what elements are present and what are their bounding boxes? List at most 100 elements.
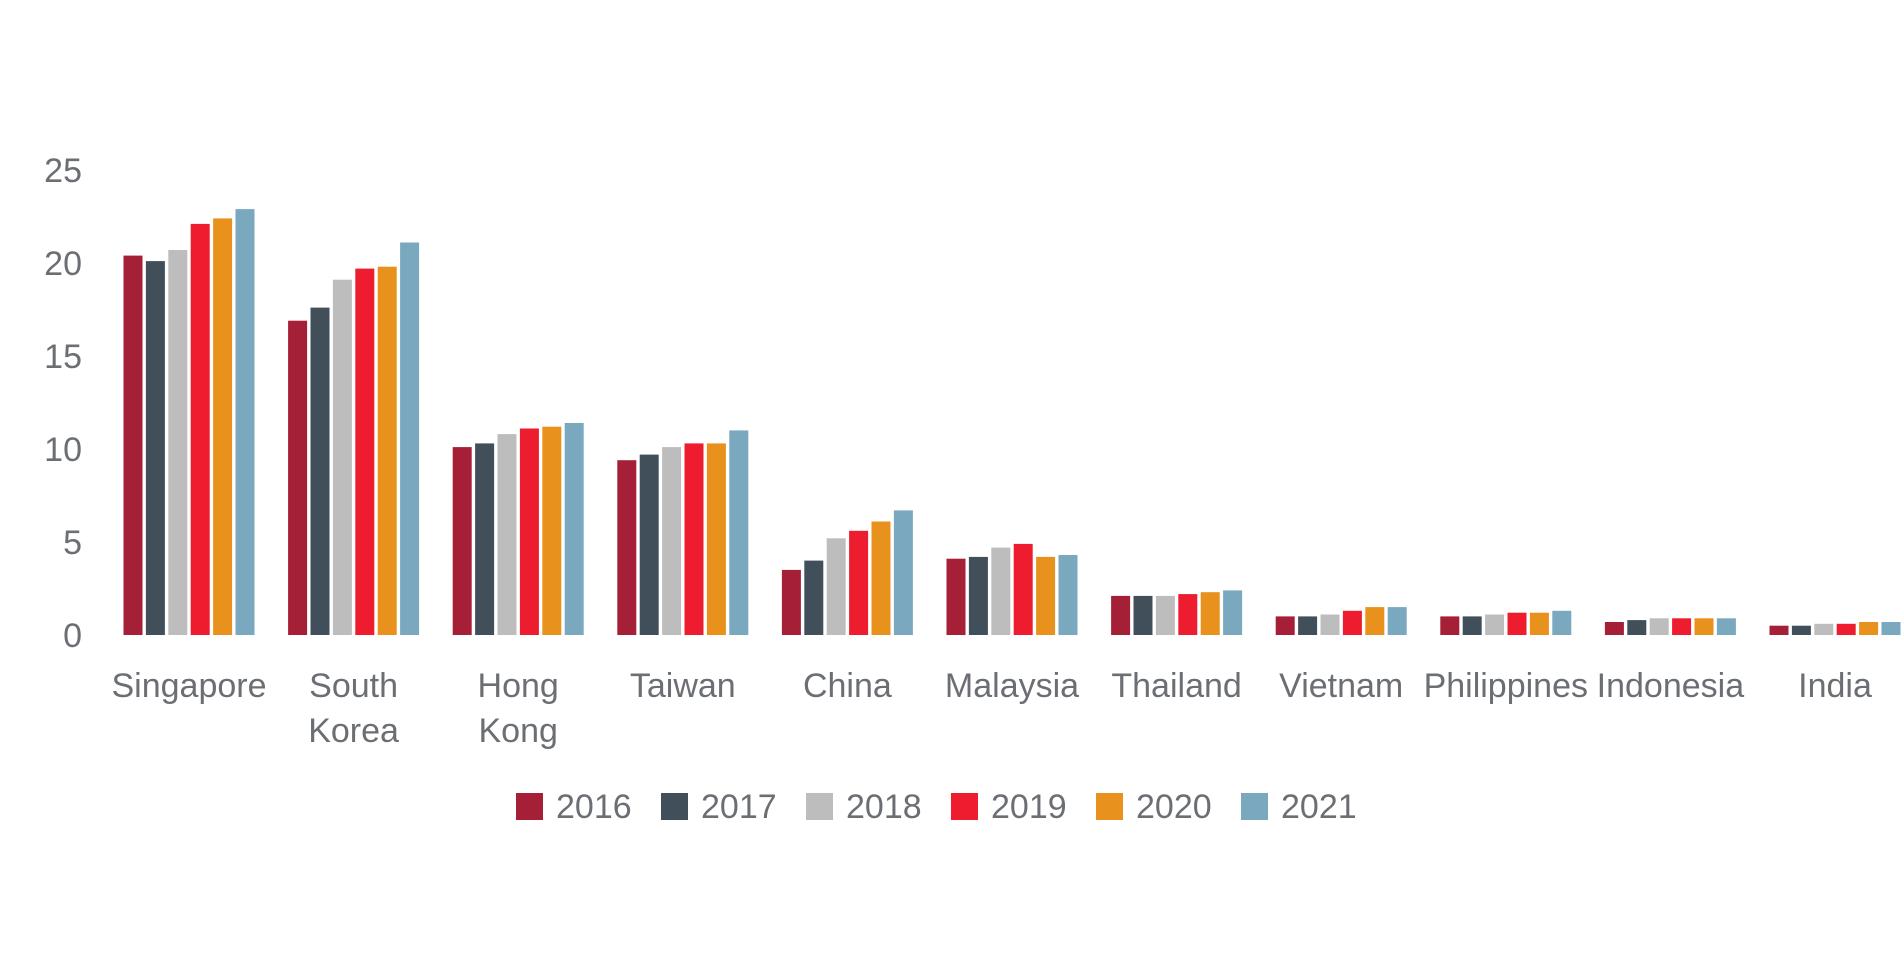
y-tick-label: 0 — [63, 617, 82, 655]
category-label: Singapore — [111, 667, 266, 705]
category-label: Vietnam — [1279, 667, 1403, 705]
bar — [213, 218, 233, 635]
category-label: India — [1798, 667, 1872, 705]
bar — [1111, 595, 1131, 635]
bar — [542, 426, 562, 635]
legend-label: 2017 — [701, 788, 777, 826]
legend-label: 2016 — [556, 788, 632, 826]
bar — [1440, 616, 1460, 635]
category-label: Indonesia — [1597, 667, 1745, 705]
bar — [310, 307, 330, 635]
bar — [168, 250, 188, 635]
bar — [639, 454, 659, 635]
bar — [946, 558, 966, 635]
bar — [1320, 614, 1340, 635]
bar — [145, 261, 165, 635]
bar — [1881, 622, 1901, 635]
legend-swatch — [806, 793, 833, 820]
bar — [1649, 618, 1669, 635]
legend-swatch — [1096, 793, 1123, 820]
category-label: Malaysia — [945, 667, 1079, 705]
bar — [452, 447, 472, 635]
category-label: Korea — [308, 712, 399, 750]
bar — [1814, 623, 1834, 635]
bar — [826, 538, 846, 635]
bar — [1604, 622, 1624, 635]
bar — [1716, 618, 1736, 635]
category-label: China — [803, 667, 892, 705]
legend-swatch — [1241, 793, 1268, 820]
legend-label: 2020 — [1136, 788, 1212, 826]
bar — [1672, 618, 1692, 635]
x-axis: Singapore South Korea Hong Kong Taiwan China Ma… — [111, 667, 1871, 750]
bar — [1013, 543, 1033, 635]
bar — [729, 430, 749, 635]
legend-swatch — [661, 793, 688, 820]
bar — [1791, 625, 1811, 635]
bar — [400, 242, 420, 635]
bar — [1342, 610, 1362, 635]
bar — [1627, 620, 1647, 635]
bar — [1133, 595, 1153, 635]
category-label: Philippines — [1424, 667, 1588, 705]
bar — [564, 423, 584, 635]
bars — [123, 209, 1901, 635]
bar — [1694, 618, 1714, 635]
bar — [991, 547, 1011, 635]
y-axis: 0 5 10 15 20 25 — [44, 152, 82, 655]
bar — [288, 320, 308, 635]
bar — [1387, 607, 1407, 635]
bar — [1200, 592, 1220, 635]
y-tick-label: 15 — [44, 338, 82, 376]
y-tick-label: 10 — [44, 431, 82, 469]
bar — [893, 510, 913, 635]
bar — [497, 434, 517, 635]
bar — [1036, 556, 1056, 635]
bar — [871, 521, 891, 635]
bar — [519, 428, 539, 635]
bar — [781, 569, 801, 635]
bar — [123, 255, 143, 635]
bar — [475, 443, 495, 635]
legend-swatch — [516, 793, 543, 820]
bar — [849, 530, 869, 635]
bar — [684, 443, 704, 635]
legend-label: 2019 — [991, 788, 1067, 826]
bar — [1507, 612, 1527, 635]
category-label: Taiwan — [630, 667, 736, 705]
bar — [1859, 622, 1879, 635]
bar — [1365, 607, 1385, 635]
legend-label: 2021 — [1281, 788, 1357, 826]
category-label: Hong — [478, 667, 559, 705]
bar — [235, 209, 255, 635]
bar — [1485, 614, 1505, 635]
bar — [617, 460, 637, 635]
bar — [804, 560, 824, 635]
bar — [662, 447, 682, 635]
bar — [377, 266, 397, 635]
bar — [1836, 623, 1856, 635]
category-label: South — [309, 667, 398, 705]
category-label: Kong — [478, 712, 557, 750]
y-tick-label: 20 — [44, 245, 82, 283]
bar — [1155, 595, 1175, 635]
bar — [706, 443, 726, 635]
bar — [1298, 616, 1318, 635]
legend-swatch — [951, 793, 978, 820]
bar — [1769, 625, 1789, 635]
bar — [1058, 555, 1078, 635]
y-tick-label: 25 — [44, 152, 82, 190]
bar — [1223, 590, 1243, 635]
bar — [1275, 616, 1295, 635]
bar — [1529, 612, 1549, 635]
bar — [190, 223, 210, 635]
y-tick-label: 5 — [63, 524, 82, 562]
bar — [1178, 594, 1198, 635]
legend-label: 2018 — [846, 788, 922, 826]
bar — [1462, 616, 1482, 635]
bar — [968, 556, 988, 635]
category-label: Thailand — [1111, 667, 1241, 705]
legend: 2016 2017 2018 2019 2020 2021 — [516, 788, 1357, 826]
bar — [355, 268, 375, 635]
